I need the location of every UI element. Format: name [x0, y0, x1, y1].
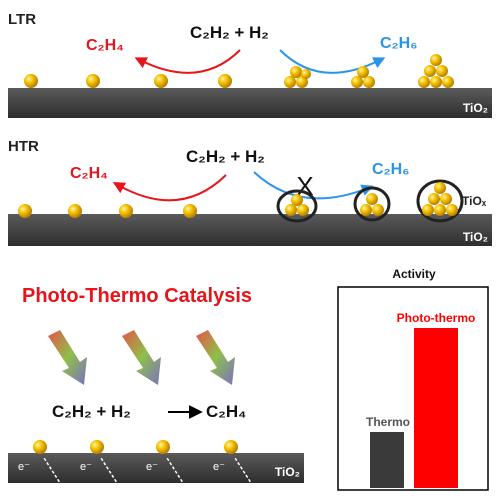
light-arrow-icon [48, 330, 87, 385]
encapsulated-cluster [353, 186, 391, 222]
photo-thermo-title: Photo-Thermo Catalysis [22, 285, 252, 307]
bar-label-photo-thermo: Photo-thermo [397, 311, 476, 325]
photo-thermo-panel: Photo-Thermo Catalysis C₂H₂ + H₂ C₂H₄ Ti… [8, 285, 304, 487]
electron-path [43, 457, 63, 487]
light-arrows [48, 330, 235, 385]
htr-left-product: C₂H₄ [70, 165, 108, 182]
ltr-ethane-arrow [279, 49, 386, 74]
photo-particles [33, 440, 238, 454]
ltr-right-product: C₂H₆ [380, 35, 417, 52]
htr-support-label: TiO₂ [463, 230, 488, 244]
ltr-label: LTR [8, 11, 36, 28]
gold-atom [218, 74, 232, 88]
gold-atom [183, 204, 197, 218]
htr-panel: HTR C₂H₂ + H₂ C₂H₄ C₂H₆ X TiO₂ TiOₓ [8, 138, 492, 246]
ltr-ethylene-arrow [134, 49, 241, 74]
ltr-panel: LTR C₂H₂ + H₂ C₂H₄ C₂H₆ TiO₂ [8, 11, 492, 118]
gold-atom [86, 74, 100, 88]
electron-label: e⁻ [18, 461, 30, 473]
gold-atom [224, 440, 238, 454]
electron-label: e⁻ [146, 461, 158, 473]
gold-cluster [351, 66, 375, 88]
ltr-support-label: TiO₂ [463, 101, 488, 115]
electron-label: e⁻ [80, 461, 92, 473]
bar-thermo [370, 432, 404, 488]
gold-atom [154, 74, 168, 88]
htr-overlayer-label: TiOₓ [462, 194, 487, 208]
electron-label: e⁻ [213, 461, 225, 473]
photo-reaction-product: C₂H₄ [206, 402, 246, 421]
chart-title: Activity [392, 267, 436, 281]
photo-tio2-support [8, 453, 304, 483]
htr-label: HTR [8, 138, 39, 155]
gold-atom [119, 204, 133, 218]
gold-atom [24, 74, 38, 88]
bar-photo-thermo [414, 328, 458, 488]
ltr-tio2-support [8, 88, 492, 118]
gold-atom [33, 440, 47, 454]
gold-atom [18, 204, 32, 218]
photo-reaction-reactants: C₂H₂ + H₂ [52, 402, 131, 421]
light-arrow-icon [196, 330, 235, 385]
ltr-particles [24, 54, 454, 88]
photo-support-label: TiO₂ [275, 465, 300, 479]
electron-transfer [43, 457, 254, 487]
htr-ethane-arrow [253, 171, 374, 200]
ltr-reactants: C₂H₂ + H₂ [190, 23, 269, 42]
bar-label-thermo: Thermo [366, 415, 410, 429]
encapsulated-cluster [276, 189, 318, 223]
gold-atom [68, 204, 82, 218]
electron-path [166, 457, 186, 487]
light-arrow-icon [122, 330, 161, 385]
chart-frame [337, 286, 489, 491]
activity-chart: Activity Thermo Photo-thermo [337, 267, 489, 491]
electron-path [100, 457, 120, 487]
ltr-left-product: C₂H₄ [86, 37, 124, 54]
electron-path [234, 457, 254, 487]
htr-particles [18, 179, 464, 223]
htr-right-product: C₂H₆ [372, 161, 409, 178]
chart-bars: Thermo Photo-thermo [366, 311, 475, 488]
htr-tio2-support [8, 214, 492, 246]
gold-cluster [284, 66, 311, 88]
encapsulated-cluster [416, 179, 464, 223]
gold-cluster [418, 54, 454, 88]
gold-atom [156, 440, 170, 454]
htr-ethylene-arrow [112, 174, 227, 202]
gold-atom [90, 440, 104, 454]
htr-reactants: C₂H₂ + H₂ [186, 147, 265, 166]
electron-labels: e⁻ e⁻ e⁻ e⁻ [18, 461, 225, 473]
